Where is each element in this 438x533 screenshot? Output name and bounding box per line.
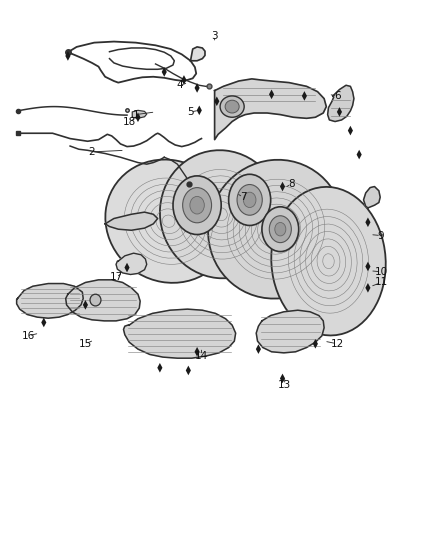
Text: 6: 6	[334, 91, 341, 101]
Polygon shape	[256, 310, 324, 353]
Text: 2: 2	[88, 147, 95, 157]
Circle shape	[244, 192, 256, 207]
Text: 5: 5	[187, 107, 194, 117]
Text: 10: 10	[374, 267, 388, 277]
Polygon shape	[348, 126, 353, 135]
Polygon shape	[105, 212, 158, 230]
Ellipse shape	[106, 159, 232, 283]
Polygon shape	[365, 217, 371, 227]
Polygon shape	[302, 91, 307, 101]
Text: 1: 1	[132, 110, 139, 119]
Polygon shape	[280, 182, 285, 191]
Circle shape	[237, 184, 262, 215]
Text: 12: 12	[331, 339, 344, 349]
Circle shape	[190, 196, 204, 214]
Polygon shape	[17, 284, 83, 318]
Polygon shape	[162, 67, 167, 77]
Polygon shape	[181, 75, 187, 85]
Text: 8: 8	[288, 179, 295, 189]
Text: 9: 9	[378, 231, 385, 240]
Ellipse shape	[220, 96, 244, 117]
Polygon shape	[41, 318, 46, 327]
Text: 13: 13	[278, 380, 291, 390]
Ellipse shape	[90, 294, 101, 306]
Polygon shape	[365, 283, 371, 293]
Ellipse shape	[160, 150, 283, 278]
Text: 4: 4	[176, 80, 183, 90]
Ellipse shape	[225, 100, 239, 113]
Polygon shape	[215, 79, 326, 140]
Polygon shape	[197, 106, 202, 115]
Polygon shape	[157, 363, 162, 373]
Circle shape	[262, 207, 299, 252]
Polygon shape	[328, 85, 354, 122]
Polygon shape	[364, 187, 380, 208]
Polygon shape	[357, 150, 362, 159]
Polygon shape	[194, 83, 200, 93]
Polygon shape	[124, 309, 236, 358]
Polygon shape	[65, 51, 71, 61]
Circle shape	[173, 176, 221, 235]
Ellipse shape	[271, 187, 386, 335]
Text: 17: 17	[110, 272, 123, 282]
Text: 15: 15	[79, 339, 92, 349]
Polygon shape	[66, 280, 140, 321]
Circle shape	[229, 174, 271, 225]
Text: 11: 11	[374, 278, 388, 287]
Circle shape	[275, 222, 286, 236]
Polygon shape	[269, 90, 274, 99]
Polygon shape	[132, 110, 147, 118]
Text: 18: 18	[123, 117, 136, 126]
Polygon shape	[135, 112, 141, 122]
Polygon shape	[124, 263, 130, 272]
Polygon shape	[337, 107, 342, 117]
Polygon shape	[365, 262, 371, 271]
Polygon shape	[194, 347, 200, 357]
Polygon shape	[186, 366, 191, 375]
Text: 16: 16	[22, 331, 35, 341]
Polygon shape	[191, 47, 205, 61]
Ellipse shape	[208, 160, 344, 298]
Circle shape	[183, 188, 212, 223]
Polygon shape	[280, 374, 285, 383]
Polygon shape	[214, 96, 219, 106]
Polygon shape	[83, 300, 88, 310]
Text: 3: 3	[211, 31, 218, 41]
Text: 7: 7	[240, 192, 247, 202]
Circle shape	[269, 216, 291, 243]
Polygon shape	[256, 344, 261, 354]
Polygon shape	[116, 253, 147, 274]
Text: 14: 14	[195, 351, 208, 360]
Polygon shape	[313, 339, 318, 349]
